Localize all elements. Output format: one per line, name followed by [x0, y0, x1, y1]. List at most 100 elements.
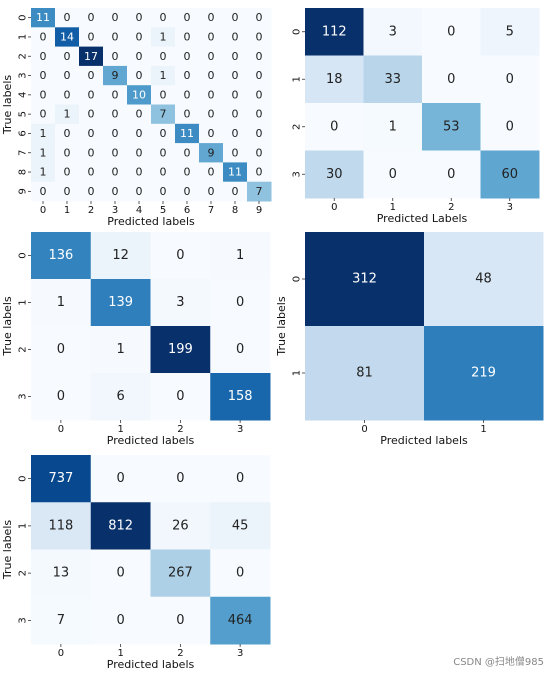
cell-value-label: 0: [160, 50, 167, 63]
heatmap-cell: [150, 232, 211, 280]
cell-value-label: 0: [208, 127, 215, 140]
heatmap-cell: [127, 46, 152, 67]
heatmap-cell: [199, 104, 224, 125]
y-tick-label: 0: [18, 475, 29, 481]
heatmap-cell: [90, 596, 151, 645]
cell-value-label: 0: [208, 185, 215, 198]
x-tick-label: 2: [177, 648, 183, 659]
heatmap-cell: [210, 279, 271, 327]
heatmap-cell: [223, 8, 248, 28]
cell-value-label: 1: [236, 248, 244, 263]
heatmap-cell: [55, 123, 80, 144]
y-axis-label: True labels: [1, 75, 14, 135]
cell-value-label: 30: [326, 167, 343, 182]
heatmap-cell: [90, 455, 151, 503]
cell-value-label: 0: [116, 471, 124, 486]
x-tick-label: 2: [88, 205, 94, 216]
y-tick-label: 6: [18, 130, 29, 136]
cell-value-label: 0: [176, 248, 184, 263]
heatmap-cell: [175, 123, 200, 144]
heatmap-cell: [305, 150, 364, 199]
y-tick-label: 1: [18, 299, 29, 305]
x-tick-label: 3: [237, 424, 243, 435]
heatmap-cell: [79, 123, 104, 144]
heatmap-cell: [199, 181, 224, 202]
cell-value-label: 0: [116, 613, 124, 628]
cell-value-label: 0: [208, 69, 215, 82]
cell-value-label: 0: [40, 88, 47, 101]
cell-value-label: 0: [208, 108, 215, 121]
heatmap-cell: [199, 162, 224, 183]
heatmap-cell: [31, 596, 92, 645]
cell-value-label: 0: [136, 146, 143, 159]
heatmap-cell: [79, 85, 104, 105]
cell-value-label: 0: [236, 471, 244, 486]
cell-value-label: 0: [447, 167, 455, 182]
cell-value-label: 0: [447, 24, 455, 39]
x-axis-label: Predicted labels: [107, 215, 195, 228]
y-tick-label: 1: [18, 34, 29, 40]
cell-value-label: 7: [57, 613, 65, 628]
heatmap-cell: [422, 103, 481, 151]
heatmap-cell: [247, 85, 272, 105]
x-tick-label: 1: [117, 648, 123, 659]
heatmap-cell: [424, 326, 544, 421]
y-tick-label: 3: [18, 617, 29, 623]
heatmap-cell: [305, 103, 364, 151]
heatmap-cell: [31, 279, 92, 327]
y-tick-label: 8: [18, 169, 29, 175]
y-tick-label: 7: [18, 150, 29, 156]
heatmap-cell: [480, 55, 540, 104]
cell-value-label: 0: [64, 11, 71, 24]
heatmap-cell: [199, 65, 224, 86]
heatmap-cell: [150, 279, 211, 327]
cell-value-label: 219: [471, 366, 496, 381]
cell-value-label: 0: [40, 108, 47, 121]
heatmap-cell: [127, 143, 152, 163]
cell-value-label: 312: [352, 272, 377, 287]
cell-value-label: 0: [232, 127, 239, 140]
heatmap-cell: [480, 103, 540, 151]
heatmap-cell: [151, 46, 176, 67]
cell-value-label: 0: [88, 108, 95, 121]
cell-value-label: 112: [322, 24, 347, 39]
y-tick-label: 0: [292, 29, 303, 35]
cell-value-label: 0: [232, 11, 239, 24]
cell-value-label: 0: [160, 166, 167, 179]
cell-value-label: 0: [136, 108, 143, 121]
y-tick-label: 9: [18, 188, 29, 194]
heatmap-cell: [480, 150, 540, 199]
x-tick-label: 4: [136, 205, 142, 216]
heatmap-cell: [210, 373, 271, 421]
heatmap-cell: [31, 143, 56, 163]
cell-value-label: 0: [184, 185, 191, 198]
heatmap-cell: [150, 455, 211, 503]
heatmap-cell: [79, 104, 104, 125]
y-axis-label: True labels: [1, 296, 14, 356]
heatmap-cell: [175, 46, 200, 67]
heatmap-cell: [31, 65, 56, 86]
cell-value-label: 0: [256, 69, 263, 82]
heatmap-cell: [422, 150, 481, 199]
cell-value-label: 11: [180, 127, 194, 140]
cell-value-label: 26: [172, 518, 189, 533]
cell-value-label: 0: [256, 146, 263, 159]
x-tick-label: 6: [184, 205, 190, 216]
heatmap-cell: [247, 8, 272, 28]
cell-value-label: 0: [136, 185, 143, 198]
cell-value-label: 0: [40, 50, 47, 63]
heatmap-cell: [247, 162, 272, 183]
heatmap-cell: [151, 143, 176, 163]
cell-value-label: 81: [356, 366, 373, 381]
x-tick-label: 2: [177, 424, 183, 435]
heatmap-cell: [199, 143, 224, 163]
heatmap-cell: [151, 104, 176, 125]
cell-value-label: 3: [389, 24, 397, 39]
y-tick-label: 0: [292, 276, 303, 282]
cell-value-label: 1: [40, 127, 47, 140]
y-tick-label: 3: [18, 393, 29, 399]
cell-value-label: 9: [208, 146, 215, 159]
heatmap-cell: [210, 455, 271, 503]
heatmap-cell: [305, 8, 364, 56]
cell-value-label: 0: [232, 108, 239, 121]
